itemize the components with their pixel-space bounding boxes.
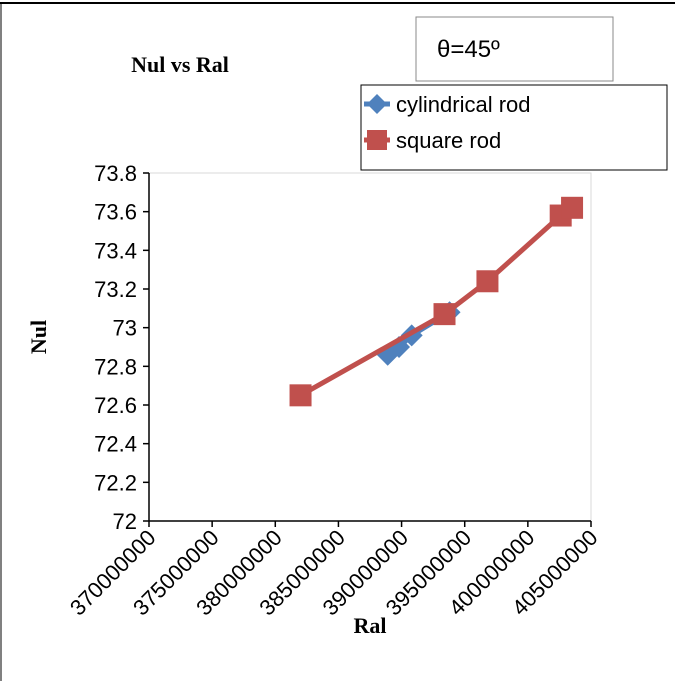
y-tick-label: 73.2 — [94, 277, 137, 302]
chart-title: Nul vs Ral — [131, 52, 229, 77]
series-line-square-rod — [299, 205, 574, 398]
y-tick-label: 73 — [113, 316, 137, 341]
legend-label-square: square rod — [396, 128, 501, 153]
x-ticks: 3700000003750000003800000003850000003900… — [65, 521, 603, 620]
data-point-square-rod — [289, 384, 312, 407]
y-tick-label: 72.4 — [94, 432, 137, 457]
y-tick-label: 72.2 — [94, 470, 137, 495]
y-tick-label: 73.4 — [94, 238, 137, 263]
legend-label-cylindrical: cylindrical rod — [396, 92, 531, 117]
annotation-text: θ=45º — [437, 36, 500, 63]
legend-entry-square: square rod — [364, 128, 501, 153]
legend: cylindrical rod square rod — [360, 84, 668, 171]
data-point-square-rod — [433, 303, 456, 326]
y-tick-label: 73.8 — [94, 161, 137, 186]
plot-area — [148, 172, 592, 522]
y-tick-label: 72.8 — [94, 354, 137, 379]
x-axis-label: Ral — [354, 613, 387, 638]
legend-marker-cylindrical — [367, 94, 387, 114]
series-layer — [289, 196, 584, 407]
y-axis-label: Nul — [26, 320, 51, 354]
y-tick-label: 72.6 — [94, 393, 137, 418]
data-point-square-rod — [476, 270, 499, 293]
legend-entry-cylindrical: cylindrical rod — [364, 92, 531, 117]
annotation-box — [415, 16, 614, 82]
series-square-rod — [289, 196, 584, 407]
legend-box — [360, 84, 668, 171]
y-tick-label: 72 — [113, 509, 137, 534]
y-tick-label: 73.6 — [94, 200, 137, 225]
legend-marker-square — [367, 130, 387, 150]
y-ticks: 73.8 73.6 73.4 73.2 73 72.8 72.6 72.4 72.2 72 — [94, 161, 149, 534]
data-point-square-rod — [561, 196, 584, 219]
